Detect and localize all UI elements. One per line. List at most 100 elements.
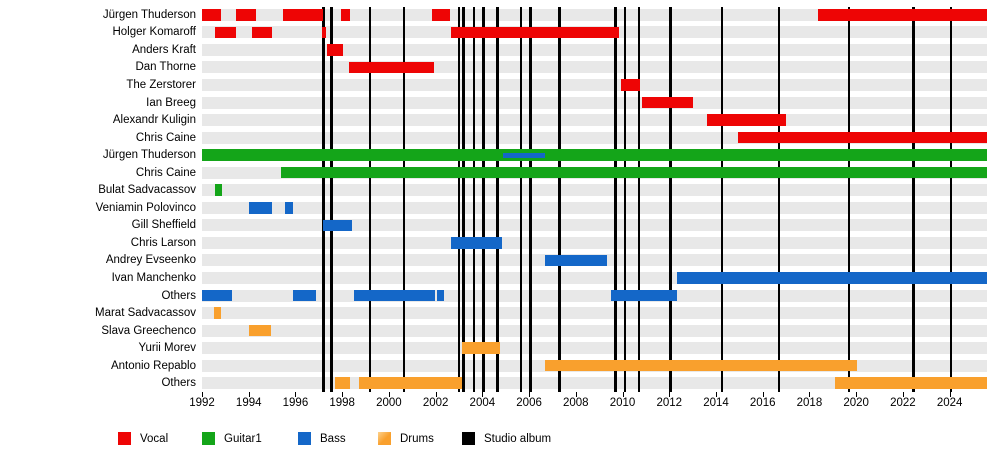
axis-tick-label: 2018	[796, 397, 823, 409]
axis-tick	[809, 392, 811, 397]
tenure-bar	[349, 61, 435, 74]
tenure-bar	[202, 149, 987, 161]
axis-tick-label: 2024	[936, 397, 963, 409]
studio-album-line	[949, 7, 953, 392]
member-label: Chris Caine	[135, 166, 196, 179]
member-label: Ian Breeg	[146, 96, 196, 109]
tenure-bar	[252, 26, 273, 39]
studio-album-line	[614, 7, 617, 392]
member-label: Chris Larson	[130, 236, 196, 249]
row-track	[202, 61, 987, 74]
member-label: Marat Sadvacassov	[95, 307, 196, 320]
member-label: Bulat Sadvacassov	[98, 184, 196, 197]
member-label: Yurii Morev	[138, 342, 196, 355]
member-label: Jürgen Thuderson	[102, 149, 196, 162]
row-track	[202, 43, 987, 56]
tenure-bar	[326, 44, 344, 56]
tenure-bar	[677, 272, 987, 284]
axis-tick-label: 2022	[890, 397, 916, 409]
tenure-bar	[214, 184, 222, 196]
tenure-bar	[341, 9, 351, 21]
axis-tick-label: 2010	[609, 397, 636, 409]
tenure-bar	[817, 9, 987, 21]
tenure-bar	[248, 202, 273, 214]
row-track	[202, 236, 987, 249]
member-label: Dan Thorne	[135, 61, 196, 74]
row-track	[202, 78, 987, 91]
member-label: Ivan Manchenko	[111, 271, 196, 284]
tenure-bar	[450, 237, 503, 249]
legend-label: Guitar1	[224, 433, 262, 445]
studio-album-line	[322, 7, 325, 392]
row-track	[202, 96, 987, 109]
member-label: Anders Kraft	[132, 43, 196, 56]
member-label: Alexandr Kuligin	[112, 114, 196, 127]
studio-album-line	[623, 7, 627, 392]
studio-album-line	[777, 7, 781, 392]
tenure-bar	[248, 324, 271, 337]
legend-swatch-vocal	[118, 432, 131, 445]
member-label: Gill Sheffield	[131, 219, 196, 232]
axis-tick	[388, 392, 390, 397]
studio-album-line	[482, 7, 485, 392]
tenure-bar	[545, 359, 858, 372]
axis-tick	[902, 392, 904, 397]
axis-tick-label: 2012	[656, 397, 683, 409]
axis-tick	[669, 392, 671, 397]
axis-tick	[856, 392, 858, 397]
legend-label: Drums	[400, 433, 434, 445]
tenure-bar	[353, 289, 436, 302]
row-track	[202, 289, 987, 302]
studio-album-line	[330, 7, 333, 392]
row-track	[202, 219, 987, 232]
member-label: Others	[161, 289, 196, 302]
axis-tick	[295, 392, 297, 397]
studio-album-line	[457, 7, 461, 392]
axis-tick-label: 1998	[329, 397, 355, 409]
tenure-bar	[610, 289, 678, 302]
member-label: Antonio Repablo	[110, 359, 196, 372]
tenure-bar	[335, 377, 351, 389]
member-label: Jürgen Thuderson	[102, 8, 196, 21]
axis-tick-label: 2016	[749, 397, 776, 409]
member-label: The Zerstorer	[126, 78, 196, 91]
axis-tick-label: 1996	[282, 397, 309, 409]
row-track	[202, 8, 987, 21]
axis-tick-label: 2004	[469, 397, 496, 409]
axis-tick	[762, 392, 764, 397]
axis-tick-label: 1992	[189, 397, 215, 409]
axis-tick	[342, 392, 344, 397]
tenure-bar	[202, 289, 233, 302]
tenure-bar	[545, 254, 608, 267]
tenure-bar	[621, 79, 641, 91]
studio-album-line	[529, 7, 532, 392]
studio-album-line	[402, 7, 406, 392]
legend-swatch-guitar1	[202, 432, 215, 445]
tenure-bar	[323, 219, 352, 232]
tenure-bar	[835, 377, 987, 389]
tenure-bar	[462, 342, 500, 354]
studio-album-line	[472, 7, 476, 392]
secondary-role-bar	[503, 152, 546, 158]
axis-tick	[202, 392, 203, 397]
studio-album-line	[912, 7, 915, 392]
member-label: Slava Greechenco	[101, 324, 196, 337]
tenure-bar	[437, 289, 444, 302]
tenure-bar	[432, 9, 450, 21]
legend-swatch-studioalbum	[462, 432, 475, 445]
tenure-bar	[706, 114, 787, 126]
legend-swatch-drums	[378, 432, 391, 445]
axis-tick	[482, 392, 484, 397]
tenure-bar	[642, 96, 693, 109]
axis-tick-label: 2006	[516, 397, 542, 409]
member-label: Others	[161, 377, 196, 390]
axis-tick	[529, 392, 531, 397]
member-label: Chris Caine	[135, 131, 196, 144]
studio-album-line	[462, 7, 465, 392]
studio-album-line	[558, 7, 561, 392]
row-track	[202, 114, 987, 127]
tenure-bar	[281, 166, 987, 179]
member-label: Andrey Evseenko	[105, 254, 196, 267]
studio-album-line	[368, 7, 372, 392]
